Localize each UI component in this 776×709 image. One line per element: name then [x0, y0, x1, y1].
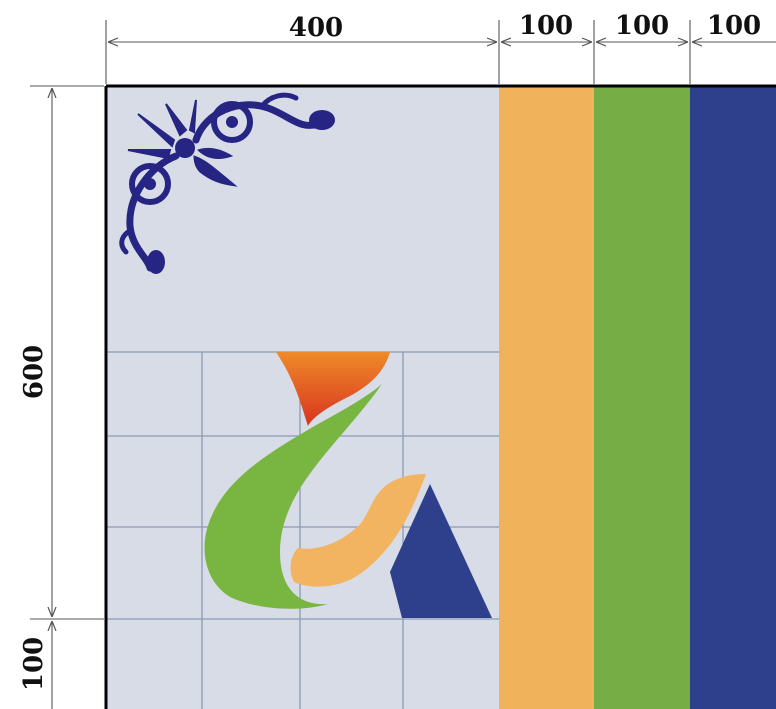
orange-leaf-shape	[290, 474, 426, 587]
dimension-label-100-a: 100	[519, 11, 573, 41]
dimension-label-100-b: 100	[615, 11, 669, 41]
flame-shape	[276, 352, 390, 426]
green-leaf-shape	[204, 384, 382, 609]
green-stripe	[594, 86, 690, 709]
left-dimension-lines	[30, 85, 104, 709]
blue-triangle-shape	[390, 484, 492, 618]
top-dimension-lines	[105, 20, 776, 84]
dimension-label-600: 600	[19, 345, 49, 399]
blue-stripe	[690, 86, 776, 709]
dimension-label-400: 400	[289, 13, 343, 43]
abstract-flame-leaf-logo-icon	[204, 352, 492, 618]
dimension-label-100-c: 100	[707, 11, 761, 41]
dimension-label-100-left: 100	[19, 637, 49, 691]
orange-stripe	[499, 86, 594, 709]
floral-corner-ornament-icon	[119, 92, 335, 274]
